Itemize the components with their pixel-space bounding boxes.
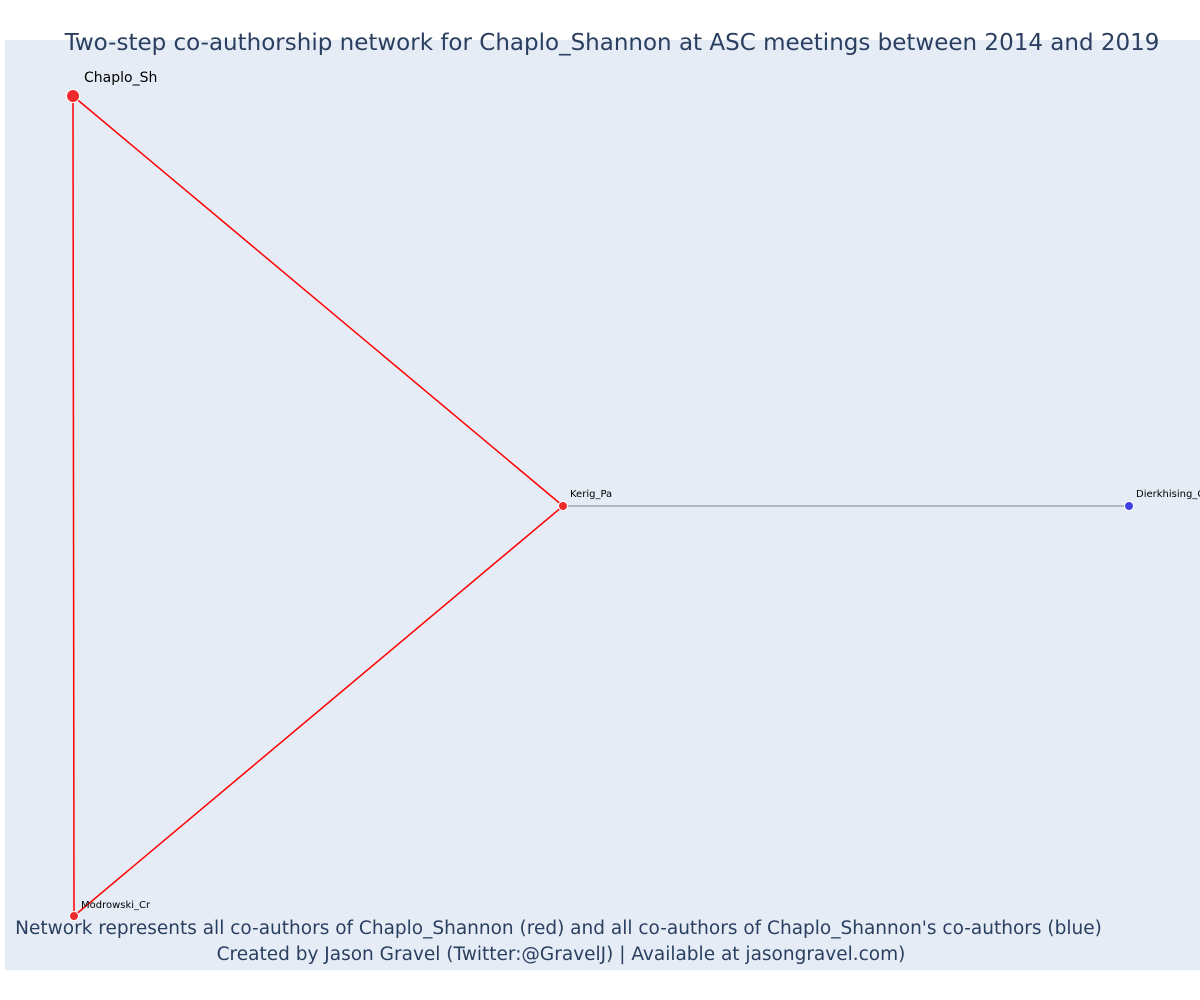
edge-Chaplo_Sh-Modrowski_Cr	[72, 95, 75, 917]
plot-background	[5, 40, 1200, 970]
node-label-Kerig_Pa: Kerig_Pa	[570, 489, 612, 500]
node-Modrowski_Cr[interactable]	[69, 911, 79, 921]
edges-layer	[72, 95, 1129, 917]
caption-legend-note: Network represents all co-authors of Cha…	[15, 918, 1102, 939]
nodes-layer: Chaplo_Sh Kerig_Pa Modrowski_Cr Dierkhising…	[66, 70, 1200, 921]
edge-Kerig_Pa-Modrowski_Cr	[73, 505, 564, 917]
node-label-Dierkhising_C: Dierkhising_C	[1136, 489, 1200, 500]
node-label-Modrowski_Cr: Modrowski_Cr	[81, 900, 151, 911]
node-Kerig_Pa[interactable]	[558, 501, 568, 511]
node-label-Chaplo_Sh: Chaplo_Sh	[84, 70, 157, 86]
node-Chaplo_Sh[interactable]	[66, 89, 80, 103]
node-Dierkhising_C[interactable]	[1124, 501, 1134, 511]
chart-title: Two-step co-authorship network for Chapl…	[64, 30, 1160, 56]
edge-Chaplo_Sh-Kerig_Pa	[72, 95, 564, 507]
caption-credits: Created by Jason Gravel (Twitter:@Gravel…	[216, 944, 906, 965]
